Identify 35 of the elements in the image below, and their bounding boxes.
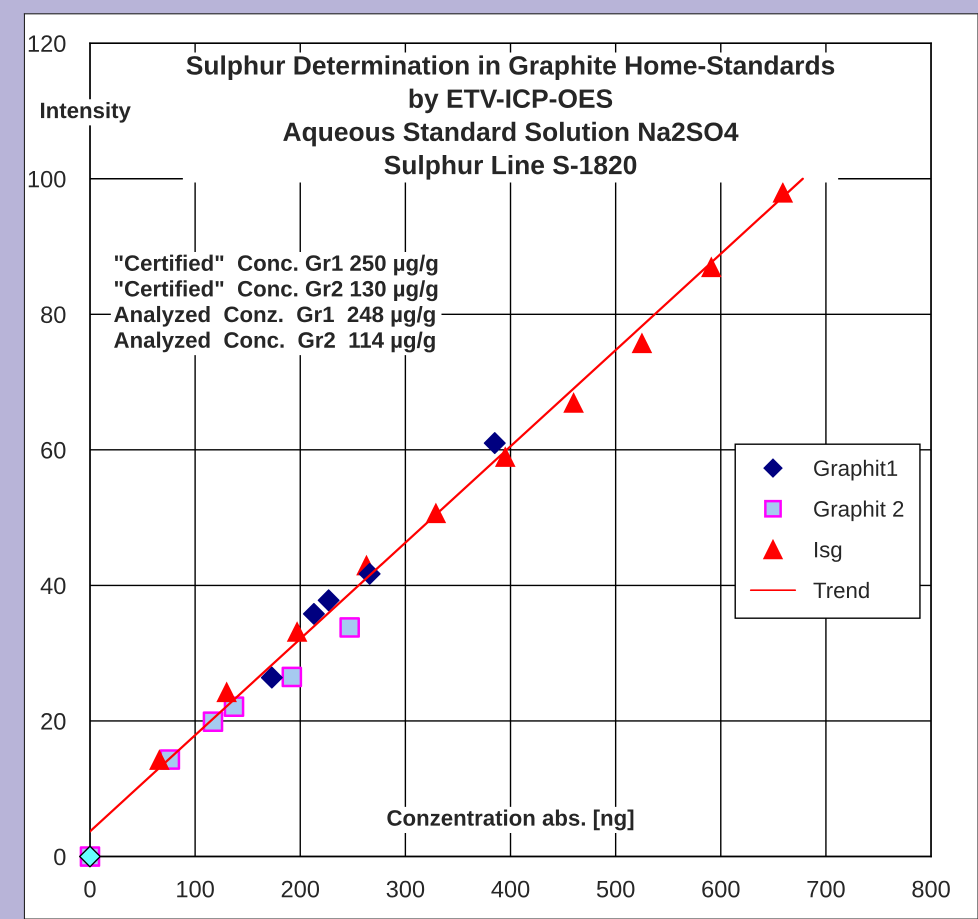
y-tick-label: 100 [28,170,66,188]
point [260,666,283,689]
annotation: "Certified" Conc. Gr1 250 µg/g "Certified" Conc. Gr2 130 µg/g Analyzed Conz. Gr1 248 µg/g Analyzed Conc. Gr2 114 µg/g [114,254,438,352]
point [339,617,360,638]
x-tick-label: 200 [282,880,320,898]
point [216,682,237,702]
legend-label: Trend [813,582,869,598]
x-axis-title: Conzentration abs. [ng] [387,810,634,830]
x-tick-label: 500 [596,880,634,898]
legend-label: Graphit 2 [814,500,904,522]
point [286,621,308,642]
point [282,666,302,688]
x-tick-label: 100 [177,880,214,898]
x-tick-label: 0 [84,880,96,898]
x-tick-label: 700 [807,880,845,898]
y-tick-label: 80 [41,306,66,324]
y-tick-label: 20 [41,713,66,730]
x-tick-label: 800 [912,880,950,898]
text: Sulphur Determination in Graphite Home-Standards by ETV-ICP-OES Aqueous Standard Solution Na2SO4 Sulphur Line S-1820 [186,55,834,180]
point [632,332,652,354]
y-tick-label: 60 [41,442,66,459]
x-tick-label: 300 [386,880,424,898]
x-tick-label: 600 [702,880,740,898]
point [302,602,325,625]
legend-label: Graphit1 [814,460,898,480]
point [563,392,584,413]
point [494,446,516,467]
y-axis-title: Intensity [40,102,131,123]
y-tick-label: 0 [54,848,66,866]
point [318,589,340,612]
x-tick-label: 400 [491,880,530,898]
y-tick-label: 40 [40,577,66,594]
point [484,432,506,454]
y-tick-label: 120 [28,35,66,52]
legend-label: Isg [815,542,842,562]
